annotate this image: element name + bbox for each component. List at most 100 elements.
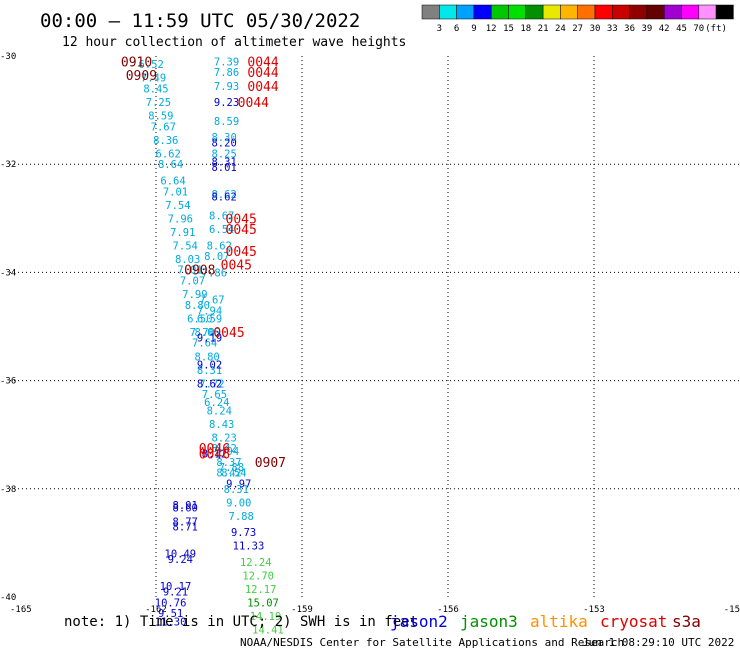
wave-height-label: 6.62 <box>156 148 181 160</box>
pass-time-label: 0046 <box>199 448 230 463</box>
wave-height-label: 6.50 <box>187 313 212 325</box>
pass-time-label: 0045 <box>226 212 257 227</box>
footer-note: note: 1) Time is in UTC; 2) SWH is in fe… <box>64 614 418 630</box>
legend-swatch <box>629 4 648 20</box>
legend-label: 42 <box>659 24 670 34</box>
wave-height-label: 8.37 <box>216 457 241 469</box>
time-labels: 0910090900440044004400440045004500450045… <box>121 55 286 470</box>
x-tick-label: -153 <box>583 605 605 615</box>
wave-height-label: 8.60 <box>173 503 198 515</box>
x-tick-label: -162 <box>145 605 167 615</box>
satellite-legend: jason2 jason3 altika cryosat s3a <box>390 612 701 631</box>
wave-height-label: 7.01 <box>177 265 202 277</box>
wave-height-label: 8.30 <box>211 132 236 144</box>
legend-label: 9 <box>471 24 476 34</box>
wave-height-label: 8.01 <box>211 162 236 174</box>
legend-label: (ft) <box>705 24 727 34</box>
x-tick-label: -165 <box>10 605 32 615</box>
wave-height-label: 9.00 <box>226 497 251 509</box>
satellite-jason2: jason2 <box>390 612 448 631</box>
wave-height-label: 8.31 <box>197 365 222 377</box>
wave-height-label: 7.99 <box>182 289 207 301</box>
wave-height-label: 14.19 <box>250 611 282 623</box>
legend-label: 70 <box>693 24 704 34</box>
data-points: 6.527.498.457.258.597.678.366.628.646.64… <box>138 56 283 636</box>
wave-height-label: 12.17 <box>245 584 277 596</box>
wave-height-label: 8.62 <box>211 189 236 201</box>
legend-label: 21 <box>538 24 549 34</box>
wave-height-label: 8.20 <box>211 138 236 150</box>
legend-label: 12 <box>486 24 497 34</box>
wave-height-label: 7.88 <box>219 462 244 474</box>
wave-height-label: 7.67 <box>199 294 224 306</box>
legend-label: 24 <box>555 24 566 34</box>
satellite-s3a: s3a <box>672 612 701 631</box>
wave-height-label: 7.54 <box>165 200 190 212</box>
wave-height-label: 9.02 <box>197 359 222 371</box>
wave-height-label: 8.31 <box>211 156 236 168</box>
wave-height-label: 7.65 <box>202 389 227 401</box>
footer-timestamp: Jun 1 08:29:10 UTC 2022 <box>582 636 734 649</box>
legend-swatch <box>421 4 440 20</box>
legend-label: 39 <box>641 24 652 34</box>
wave-height-label: 8.23 <box>211 432 236 444</box>
legend-swatch <box>663 4 682 20</box>
wave-height-label: 8.25 <box>211 148 236 160</box>
pass-time-label: 0044 <box>247 55 278 70</box>
wave-height-label: 9.97 <box>226 478 251 490</box>
wave-height-label: 9.51 <box>158 608 183 620</box>
wave-height-label: 9.73 <box>231 527 256 539</box>
wave-height-label: 8.91 <box>173 500 198 512</box>
wave-height-label: 7.91 <box>170 227 195 239</box>
wave-height-label: 7.01 <box>163 186 188 198</box>
legend-label: 30 <box>590 24 601 34</box>
wave-height-label: 7.86 <box>214 67 239 79</box>
wave-height-label: 7.70 <box>190 327 215 339</box>
wave-height-label: 11.33 <box>233 541 265 553</box>
wave-height-label: 8.62 <box>197 378 222 390</box>
wave-height-label: 15.07 <box>247 597 279 609</box>
legend-swatch <box>560 4 578 20</box>
pass-time-label: 0044 <box>238 96 269 111</box>
legend-swatch <box>681 4 700 20</box>
y-tick-label: -32 <box>0 160 16 170</box>
legend-swatch <box>456 4 475 20</box>
legend-label: 15 <box>503 24 514 34</box>
pass-time-label: 0045 <box>226 223 257 238</box>
legend-swatch <box>490 4 509 20</box>
wave-height-label: 6.64 <box>160 175 185 187</box>
pass-time-label: 0910 <box>121 55 152 70</box>
legend-swatch <box>508 4 527 20</box>
legend-label: 36 <box>624 24 635 34</box>
wave-height-label: 8.12 <box>202 449 227 461</box>
footer-credit: NOAA/NESDIS Center for Satellite Applica… <box>240 636 624 649</box>
wave-height-label: 8.64 <box>158 159 183 171</box>
y-tick-label: -30 <box>0 52 16 62</box>
chart-subtitle: 12 hour collection of altimeter wave hei… <box>62 35 406 50</box>
legend-label: 6 <box>454 24 459 34</box>
wave-height-label: 7.07 <box>180 276 205 288</box>
wave-height-label: 7.67 <box>151 121 176 133</box>
wave-height-label: 7.96 <box>168 213 193 225</box>
wave-height-label: 12.24 <box>240 557 272 569</box>
x-tick-label: -159 <box>291 605 313 615</box>
wave-height-label: 7.54 <box>173 240 198 252</box>
wave-height-label: 7.39 <box>214 56 239 68</box>
legend-swatch <box>715 4 734 20</box>
wave-height-label: 11.30 <box>155 616 187 628</box>
pass-time-label: 0045 <box>213 326 244 341</box>
axes: -165 -162 -159 -156 -153 -15 -30 -32 -34 -36 -38 -4… <box>0 52 740 615</box>
wave-height-label: 9.24 <box>168 554 193 566</box>
wave-height-label: 14.41 <box>252 624 284 636</box>
chart-title: 00:00 — 11:59 UTC 05/30/2022 <box>40 10 360 32</box>
color-legend: 3 6 9 12 15 18 21 24 27 30 33 36 39 42 45 70 (ft) <box>421 4 734 34</box>
wave-height-label: 6.54 <box>209 224 234 236</box>
wave-height-label: 8.77 <box>173 516 198 528</box>
wave-height-label: 7.25 <box>146 97 171 109</box>
wave-height-label: 6.24 <box>204 397 229 409</box>
wave-height-label: 6.59 <box>197 313 222 325</box>
wave-height-label: 12.70 <box>242 570 274 582</box>
wave-height-label: 8.31 <box>224 484 249 496</box>
wave-height-label: 6.52 <box>138 59 163 71</box>
wave-height-label: 8.54 <box>221 468 246 480</box>
